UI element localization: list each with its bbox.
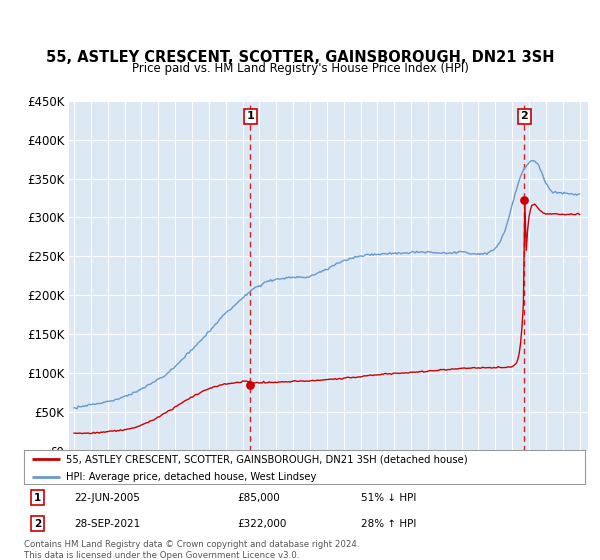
Text: 2: 2 (34, 519, 41, 529)
Text: £85,000: £85,000 (237, 493, 280, 503)
Text: 55, ASTLEY CRESCENT, SCOTTER, GAINSBOROUGH, DN21 3SH (detached house): 55, ASTLEY CRESCENT, SCOTTER, GAINSBOROU… (66, 454, 468, 464)
Text: Price paid vs. HM Land Registry's House Price Index (HPI): Price paid vs. HM Land Registry's House … (131, 62, 469, 75)
Text: 28% ↑ HPI: 28% ↑ HPI (361, 519, 416, 529)
Point (245, 380, 255, 389)
Text: 22-JUN-2005: 22-JUN-2005 (74, 493, 140, 503)
Text: £322,000: £322,000 (237, 519, 287, 529)
Text: 28-SEP-2021: 28-SEP-2021 (74, 519, 141, 529)
Text: 1: 1 (34, 493, 41, 503)
Text: 2: 2 (521, 111, 529, 122)
Point (520, 196, 529, 205)
Text: 55, ASTLEY CRESCENT, SCOTTER, GAINSBOROUGH, DN21 3SH: 55, ASTLEY CRESCENT, SCOTTER, GAINSBOROU… (46, 50, 554, 64)
Text: 51% ↓ HPI: 51% ↓ HPI (361, 493, 416, 503)
Text: HPI: Average price, detached house, West Lindsey: HPI: Average price, detached house, West… (66, 472, 316, 482)
Text: 1: 1 (247, 111, 254, 122)
Text: Contains HM Land Registry data © Crown copyright and database right 2024.
This d: Contains HM Land Registry data © Crown c… (24, 540, 359, 559)
